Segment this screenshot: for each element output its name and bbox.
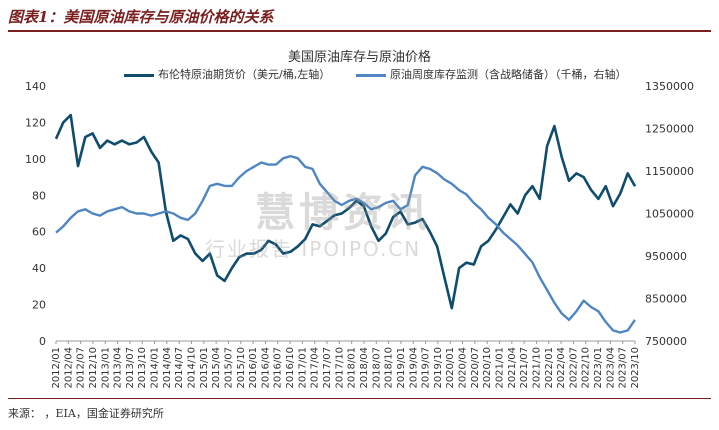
y-left-tick-label: 100: [25, 153, 46, 166]
legend-swatch-inventory: [356, 73, 386, 77]
x-tick-label: 2016/10: [285, 347, 296, 389]
x-tick-label: 2016/07: [273, 347, 284, 389]
x-tick-label: 2015/10: [236, 347, 247, 389]
x-tick-label: 2018/01: [347, 347, 358, 389]
x-tick-label: 2018/07: [371, 347, 382, 389]
legend-entry-inventory: 原油周度库存监测（含战略储备）（千桶，右轴）: [356, 66, 627, 82]
x-tick-label: 2015/07: [223, 347, 234, 389]
x-tick-label: 2018/04: [359, 347, 370, 389]
x-tick-label: 2017/04: [310, 347, 321, 389]
y-right-tick-label: 950000: [645, 250, 687, 263]
x-tick-label: 2022/07: [568, 347, 579, 389]
legend-label-brent: 布伦特原油期货价（美元/桶,左轴）: [158, 68, 331, 81]
x-tick-label: 2022/10: [581, 347, 592, 389]
footer-rule: [8, 398, 711, 399]
title-rule: [8, 30, 711, 32]
x-tick-label: 2021/04: [507, 347, 518, 389]
x-tick-label: 2012/10: [88, 347, 99, 389]
y-left-tick-label: 120: [25, 116, 46, 129]
x-tick-label: 2012/04: [63, 347, 74, 389]
source-note: 来源： ，EIA，国金证券研究所: [8, 407, 164, 420]
watermark-main: 慧博资讯: [255, 190, 431, 236]
y-left-tick-label: 80: [32, 189, 46, 202]
y-left-tick-label: 0: [39, 335, 46, 348]
x-tick-label: 2021/10: [531, 347, 542, 389]
x-tick-label: 2013/10: [137, 347, 148, 389]
chart-title: 美国原油库存与原油价格: [287, 50, 431, 65]
x-tick-label: 2014/10: [187, 347, 198, 389]
y-left-tick-label: 20: [32, 299, 46, 312]
y-left-tick-label: 60: [32, 226, 46, 239]
x-tick-label: 2022/01: [544, 347, 555, 389]
x-tick-label: 2017/10: [334, 347, 345, 389]
series-line-inventory: [55, 154, 636, 334]
y-left-tick-label: 40: [32, 262, 46, 275]
x-tick-label: 2019/04: [408, 347, 419, 389]
figure-title: 图表1：美国原油库存与原油价格的关系: [8, 8, 274, 26]
x-tick-label: 2017/07: [322, 347, 333, 389]
x-tick-label: 2021/07: [519, 347, 530, 389]
legend-label-inventory: 原油周度库存监测（含战略储备）（千桶，右轴）: [390, 68, 627, 81]
x-tick-label: 2015/04: [211, 347, 222, 389]
y-right-tick-label: 1350000: [645, 80, 694, 93]
x-tick-label: 2012/07: [76, 347, 87, 389]
x-tick-label: 2020/10: [482, 347, 493, 389]
x-tick-label: 2019/07: [421, 347, 432, 389]
x-tick-label: 2014/01: [150, 347, 161, 389]
x-tick-label: 2023/04: [605, 347, 616, 389]
x-tick-label: 2013/04: [113, 347, 124, 389]
y-right-tick-label: 750000: [645, 335, 687, 348]
x-tick-label: 2023/10: [630, 347, 641, 389]
legend-swatch-brent: [124, 73, 154, 77]
x-tick-label: 2019/10: [433, 347, 444, 389]
watermark-sub: 行业报告 IPOIPO.CN: [205, 237, 422, 261]
x-tick-label: 2023/07: [618, 347, 629, 389]
y-right-tick-label: 850000: [645, 293, 687, 306]
y-right-tick-label: 1250000: [645, 123, 694, 136]
x-tick-label: 2016/01: [248, 347, 259, 389]
x-tick-label: 2019/01: [396, 347, 407, 389]
series-line-brent: [54, 113, 637, 310]
x-tick-label: 2015/01: [199, 347, 210, 389]
legend-entry-brent: 布伦特原油期货价（美元/桶,左轴）: [124, 66, 330, 82]
x-tick-label: 2013/07: [125, 347, 136, 389]
y-right-tick-label: 1050000: [645, 208, 694, 221]
x-tick-label: 2013/01: [100, 347, 111, 389]
x-tick-label: 2020/01: [445, 347, 456, 389]
x-tick-label: 2018/10: [384, 347, 395, 389]
x-tick-label: 2023/01: [593, 347, 604, 389]
x-tick-label: 2020/04: [458, 347, 469, 389]
x-tick-label: 2020/07: [470, 347, 481, 389]
x-tick-label: 2017/01: [297, 347, 308, 389]
x-tick-label: 2016/04: [260, 347, 271, 389]
x-tick-label: 2014/07: [174, 347, 185, 389]
x-tick-label: 2014/04: [162, 347, 173, 389]
x-tick-label: 2012/01: [51, 347, 62, 389]
y-right-tick-label: 1150000: [645, 165, 694, 178]
y-left-tick-label: 140: [25, 80, 46, 93]
x-tick-label: 2021/01: [494, 347, 505, 389]
x-tick-label: 2022/04: [556, 347, 567, 389]
